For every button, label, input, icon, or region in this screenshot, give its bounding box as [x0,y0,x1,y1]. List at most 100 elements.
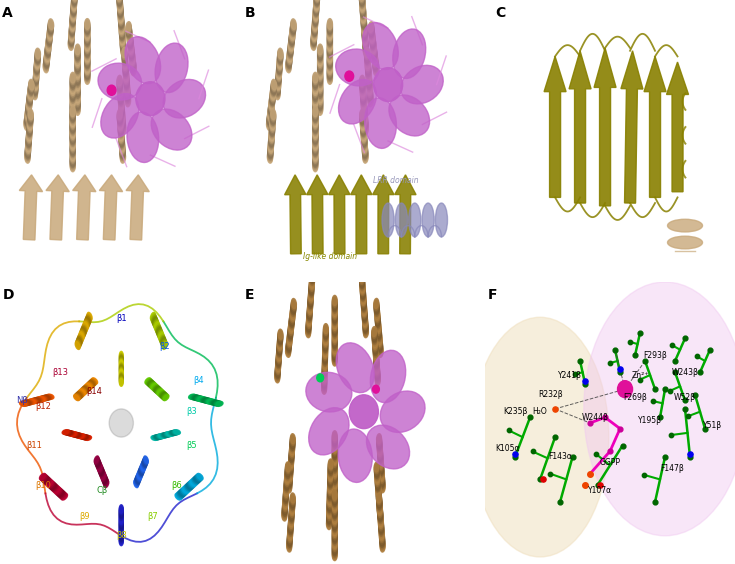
Ellipse shape [318,49,323,60]
Ellipse shape [313,86,318,97]
Ellipse shape [376,486,381,496]
Ellipse shape [312,28,317,39]
Ellipse shape [28,89,33,99]
Ellipse shape [70,17,75,28]
Ellipse shape [95,458,99,465]
Ellipse shape [309,278,315,288]
Ellipse shape [35,49,40,59]
Ellipse shape [71,113,75,124]
Ellipse shape [360,3,365,14]
Ellipse shape [327,490,332,500]
Ellipse shape [287,532,293,543]
Ellipse shape [71,148,75,159]
Ellipse shape [327,24,332,35]
Ellipse shape [159,434,165,438]
Polygon shape [99,175,123,240]
Ellipse shape [118,0,123,10]
Ellipse shape [29,81,34,91]
Ellipse shape [276,362,281,372]
Ellipse shape [64,430,71,435]
Ellipse shape [71,133,75,144]
Ellipse shape [276,81,281,92]
Ellipse shape [332,440,337,450]
Ellipse shape [361,127,366,138]
Ellipse shape [268,112,273,123]
Ellipse shape [270,111,276,121]
Ellipse shape [313,127,318,138]
Ellipse shape [71,3,76,14]
Ellipse shape [35,52,40,63]
Ellipse shape [284,482,289,492]
Text: β8: β8 [116,531,126,540]
Point [579,481,591,490]
Ellipse shape [332,469,337,479]
Ellipse shape [326,515,331,525]
Ellipse shape [313,139,318,149]
Ellipse shape [131,61,136,72]
Ellipse shape [143,458,148,465]
Ellipse shape [361,120,365,131]
Ellipse shape [120,140,124,151]
Ellipse shape [332,487,337,497]
Point [509,452,521,461]
Ellipse shape [313,154,318,165]
Ellipse shape [118,86,123,97]
Ellipse shape [332,504,337,514]
Ellipse shape [289,457,293,468]
Ellipse shape [287,51,293,61]
Point [614,424,626,433]
Ellipse shape [270,122,275,133]
Ellipse shape [315,0,320,5]
Ellipse shape [157,390,163,395]
Ellipse shape [328,488,332,499]
Ellipse shape [332,435,337,446]
Point [590,450,602,459]
Ellipse shape [71,113,75,124]
Ellipse shape [46,41,51,52]
Ellipse shape [71,124,75,134]
Ellipse shape [123,64,128,75]
Ellipse shape [36,397,43,402]
Text: Y51β: Y51β [703,421,722,430]
Ellipse shape [27,126,32,136]
Ellipse shape [327,32,332,42]
Ellipse shape [276,347,282,358]
Ellipse shape [362,99,366,109]
Ellipse shape [290,311,295,321]
Ellipse shape [157,434,164,439]
Ellipse shape [376,319,381,329]
Ellipse shape [75,83,80,94]
Polygon shape [73,175,96,240]
Ellipse shape [118,12,123,23]
Text: Cβ: Cβ [96,486,107,495]
Ellipse shape [373,64,379,74]
Ellipse shape [123,58,128,69]
Ellipse shape [71,2,76,12]
Ellipse shape [313,91,318,102]
Ellipse shape [376,327,381,337]
Ellipse shape [94,456,98,463]
Ellipse shape [82,325,87,333]
Polygon shape [46,175,69,240]
Ellipse shape [373,349,379,359]
Ellipse shape [378,510,383,521]
Ellipse shape [360,85,365,95]
Ellipse shape [323,361,327,371]
Ellipse shape [312,31,317,42]
Ellipse shape [153,318,157,325]
Point [592,481,603,490]
Ellipse shape [362,144,368,155]
Ellipse shape [326,519,331,530]
Ellipse shape [210,400,217,405]
Ellipse shape [74,394,80,400]
Ellipse shape [48,481,54,488]
Ellipse shape [156,388,162,394]
Ellipse shape [137,473,141,481]
Ellipse shape [322,365,327,376]
Ellipse shape [290,435,295,446]
Ellipse shape [71,129,75,139]
Ellipse shape [365,52,370,63]
Ellipse shape [32,398,38,403]
Ellipse shape [313,150,318,161]
Ellipse shape [318,83,323,94]
